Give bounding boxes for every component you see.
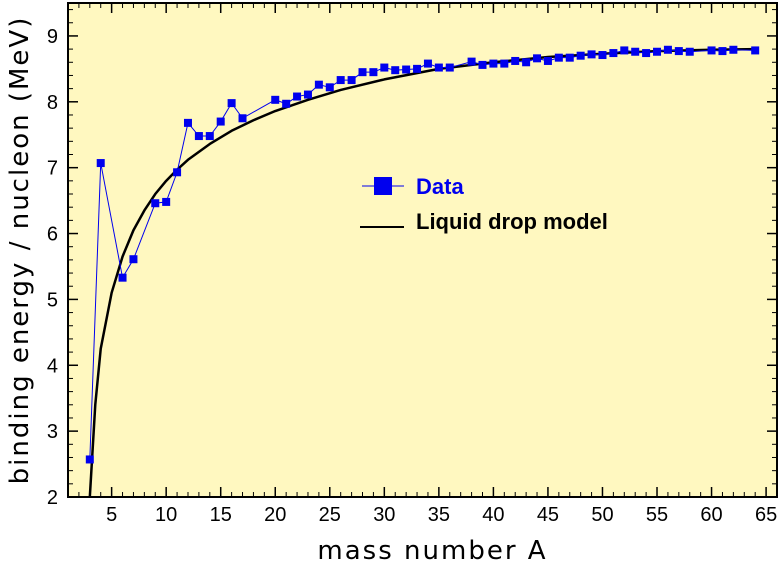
data-point [173, 168, 182, 177]
data-point [325, 83, 334, 92]
data-point [478, 60, 487, 69]
data-point [434, 63, 443, 72]
data-point [718, 47, 727, 56]
x-tick-label: 50 [591, 504, 613, 526]
x-tick-label: 65 [755, 504, 777, 526]
data-point [303, 90, 312, 99]
data-point [347, 76, 356, 85]
data-point [271, 95, 280, 104]
x-tick-label: 45 [537, 504, 559, 526]
data-point [511, 56, 520, 65]
y-tick-label: 4 [47, 355, 58, 377]
data-point [85, 455, 94, 464]
data-point [194, 132, 203, 141]
data-point [620, 46, 629, 55]
data-point [663, 45, 672, 54]
data-point [533, 54, 542, 63]
legend: Data Liquid drop model [360, 174, 608, 234]
data-point [151, 199, 160, 208]
data-point [369, 68, 378, 77]
data-point [707, 46, 716, 55]
data-point [183, 118, 192, 127]
y-tick-label: 2 [47, 487, 58, 509]
data-point [96, 159, 105, 168]
data-point [653, 47, 662, 56]
data-point [445, 63, 454, 72]
data-point [391, 66, 400, 75]
data-point [129, 255, 138, 264]
data-point [413, 64, 422, 73]
data-point [227, 99, 236, 108]
data-point [729, 45, 738, 54]
legend-data-marker [374, 177, 392, 195]
y-tick-label: 7 [47, 158, 58, 180]
data-point [380, 63, 389, 72]
x-tick-label: 5 [106, 504, 117, 526]
y-tick-label: 8 [47, 92, 58, 114]
legend-data-label: Data [416, 174, 464, 199]
x-tick-label: 40 [482, 504, 504, 526]
data-point [216, 117, 225, 126]
x-axis-title: mass number A [317, 536, 547, 565]
x-tick-label: 60 [700, 504, 722, 526]
data-point [674, 47, 683, 56]
data-point [314, 80, 323, 89]
data-point [402, 65, 411, 74]
y-tick-label: 6 [47, 224, 58, 246]
data-point [642, 49, 651, 58]
data-point [554, 53, 563, 62]
y-tick-label: 9 [47, 26, 58, 48]
x-tick-label: 10 [155, 504, 177, 526]
x-tick-label: 15 [210, 504, 232, 526]
data-point [238, 114, 247, 123]
data-point [576, 51, 585, 60]
data-point [205, 132, 214, 141]
data-point [587, 50, 596, 59]
x-tick-label: 25 [319, 504, 341, 526]
data-point [467, 57, 476, 66]
y-tick-label: 3 [47, 421, 58, 443]
series-layer [85, 45, 760, 498]
legend-model-label: Liquid drop model [416, 209, 608, 234]
data-point [358, 68, 367, 77]
data-point [522, 58, 531, 67]
y-tick-label: 5 [47, 289, 58, 311]
data-point [162, 197, 171, 206]
data-point [293, 92, 302, 101]
data-point [685, 47, 694, 56]
x-tick-label: 30 [373, 504, 395, 526]
data-point [543, 56, 552, 65]
data-point [489, 59, 498, 68]
data-point [423, 59, 432, 68]
data-point [118, 273, 127, 282]
data-point [609, 49, 618, 58]
data-point [500, 59, 509, 68]
data-point [751, 46, 760, 55]
data-point [631, 47, 640, 56]
x-tick-label: 35 [428, 504, 450, 526]
data-point [565, 53, 574, 62]
data-point [598, 51, 607, 60]
data-point [336, 76, 345, 85]
x-tick-label: 20 [264, 504, 286, 526]
y-axis-title: binding energy / nucleon (MeV) [5, 16, 35, 485]
x-tick-label: 55 [646, 504, 668, 526]
plot-area [67, 2, 778, 498]
data-point [282, 99, 291, 108]
